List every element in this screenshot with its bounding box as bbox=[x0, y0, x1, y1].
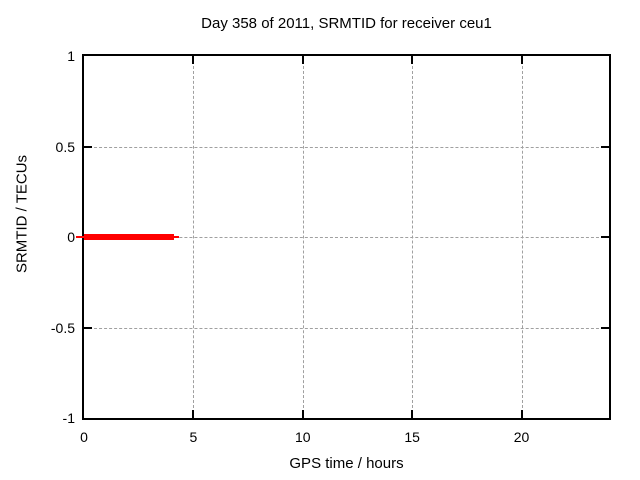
x-tick-top bbox=[301, 56, 304, 64]
series-right-cap bbox=[173, 236, 180, 238]
y-tick-left bbox=[84, 145, 92, 148]
chart-title: Day 358 of 2011, SRMTID for receiver ceu… bbox=[201, 15, 492, 32]
x-tick-bottom bbox=[411, 410, 414, 418]
y-gridline bbox=[84, 146, 609, 148]
x-tick-bottom bbox=[520, 410, 523, 418]
y-gridline bbox=[84, 237, 609, 238]
series-line-segment bbox=[84, 234, 174, 240]
y-tick-label: 1 bbox=[67, 48, 75, 64]
series-left-cap bbox=[76, 236, 84, 238]
y-tick-right bbox=[601, 236, 609, 238]
x-tick-top bbox=[192, 56, 195, 64]
x-tick-label: 0 bbox=[80, 429, 88, 445]
y-tick-left bbox=[84, 326, 92, 329]
y-tick-label: 0.5 bbox=[55, 138, 75, 155]
y-tick-right bbox=[601, 326, 609, 329]
y-gridline bbox=[84, 327, 609, 329]
x-tick-bottom bbox=[192, 410, 195, 418]
x-tick-top bbox=[520, 56, 523, 64]
x-tick-top bbox=[411, 56, 414, 64]
y-tick-label: -1 bbox=[62, 410, 75, 426]
x-tick-label: 20 bbox=[513, 429, 530, 445]
x-tick-label: 5 bbox=[189, 429, 198, 445]
y-tick-label: 0 bbox=[67, 229, 75, 245]
y-tick-label: -0.5 bbox=[50, 319, 75, 336]
y-axis-label: SRMTID / TECUs bbox=[13, 154, 31, 274]
y-tick-right bbox=[601, 145, 609, 148]
x-tick-bottom bbox=[301, 410, 304, 418]
x-tick-label: 10 bbox=[294, 429, 311, 445]
plot-area bbox=[76, 54, 611, 420]
x-tick-label: 15 bbox=[404, 429, 420, 445]
x-axis-label: GPS time / hours bbox=[289, 455, 404, 472]
